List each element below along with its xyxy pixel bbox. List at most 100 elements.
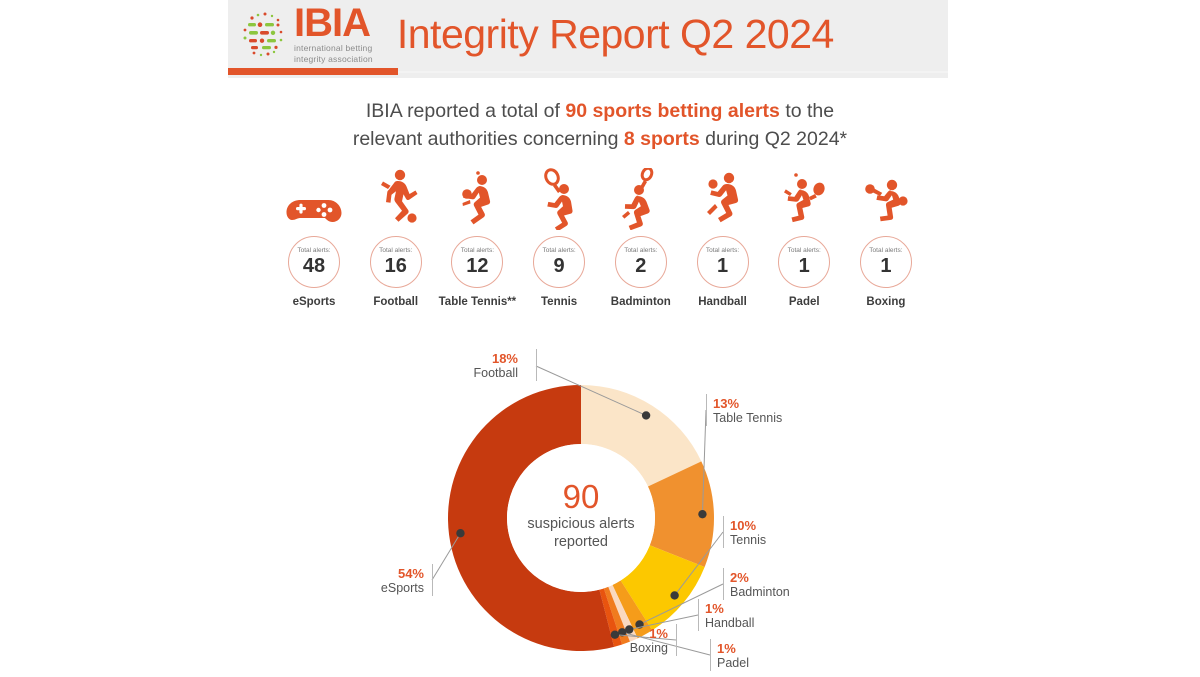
sport-label: Football xyxy=(373,296,419,308)
callout-table-tennis: 13% Table Tennis xyxy=(713,396,833,426)
alert-number: 12 xyxy=(466,255,489,278)
callout-percent: 10% xyxy=(730,518,757,533)
callout-tick xyxy=(706,394,707,426)
sport-item-football: Total alerts: 16 Football xyxy=(357,168,435,323)
sport-label: Badminton xyxy=(610,296,671,308)
subtitle-l1-highlight: 90 sports betting alerts xyxy=(565,100,780,122)
leader-dot xyxy=(625,625,634,634)
alert-count-badge: Total alerts: 1 xyxy=(778,236,831,288)
logo-tagline-line1: international betting xyxy=(294,42,373,53)
leader-line xyxy=(701,409,707,515)
alert-number: 9 xyxy=(553,255,565,278)
leader-dot xyxy=(617,628,627,637)
callout-percent: 1% xyxy=(649,626,668,641)
callout-badminton: 2% Badminton xyxy=(730,570,840,600)
sport-item-padel: Total alerts: 1 Padel xyxy=(765,168,843,323)
sport-label: Boxing xyxy=(866,296,906,308)
alert-caption: Total alerts: xyxy=(705,246,740,254)
subtitle-l2-highlight: 8 sports xyxy=(623,127,700,150)
sport-item-esports: Total alerts: 48 eSports xyxy=(275,168,353,323)
callout-percent: 54% xyxy=(397,566,424,581)
callout-padel: 1% Padel xyxy=(717,641,807,671)
sport-label: Table Tennis** xyxy=(438,296,517,308)
padel-player-icon xyxy=(776,168,832,230)
callout-tick xyxy=(723,568,724,600)
leader-line xyxy=(639,583,724,625)
leader-dot xyxy=(610,630,620,639)
callout-name: Football xyxy=(473,366,518,381)
callout-tennis: 10% Tennis xyxy=(730,518,830,548)
alert-count-badge: Total alerts: 48 xyxy=(288,236,340,288)
handball-player-icon xyxy=(695,168,751,230)
subtitle-line-2: relevant authorities concerning 8 sports… xyxy=(0,126,1200,154)
callout-name: eSports xyxy=(380,581,424,596)
header-band: IBIA international betting integrity ass… xyxy=(228,0,948,78)
leader-dot xyxy=(641,411,651,420)
logo-text: IBIA international betting integrity ass… xyxy=(294,3,373,64)
football-player-icon xyxy=(368,168,424,230)
leader-line xyxy=(674,531,724,596)
callout-percent: 1% xyxy=(705,601,724,616)
header-content: IBIA international betting integrity ass… xyxy=(228,0,948,68)
sport-item-tennis: Total alerts: 9 Tennis xyxy=(520,168,598,323)
callout-percent: 18% xyxy=(491,351,518,366)
callout-tick xyxy=(536,349,537,381)
donut-slice-esports xyxy=(448,385,615,651)
report-title: Integrity Report Q2 2024 xyxy=(396,10,834,57)
callout-handball: 1% Handball xyxy=(705,601,805,631)
sport-item-table-tennis: Total alerts: 12 Table Tennis** xyxy=(438,168,516,323)
donut-center-number: 90 xyxy=(563,478,600,515)
callout-tick xyxy=(676,624,677,656)
badminton-player-icon xyxy=(613,168,669,230)
sport-label: Padel xyxy=(788,296,820,308)
callout-football: 18% Football xyxy=(418,351,518,381)
alert-count-badge: Total alerts: 12 xyxy=(451,236,504,288)
donut-center-line1: suspicious alerts xyxy=(527,516,634,532)
donut-center-line2: reported xyxy=(554,534,608,550)
donut-chart: 90 suspicious alerts reported 18% Footba… xyxy=(0,336,1200,677)
header-accent-rule xyxy=(228,68,398,75)
alert-number: 1 xyxy=(798,255,810,278)
callout-esports: 54% eSports xyxy=(338,566,424,596)
alert-count-badge: Total alerts: 2 xyxy=(614,236,667,288)
tennis-player-icon xyxy=(531,168,587,230)
callout-name: Padel xyxy=(717,656,749,671)
alert-count-badge: Total alerts: 16 xyxy=(369,236,422,288)
alert-number: 1 xyxy=(880,255,892,278)
alert-caption: Total alerts: xyxy=(869,246,903,254)
donut-hole xyxy=(507,444,655,592)
alert-count-badge: Total alerts: 1 xyxy=(859,236,912,288)
donut-leader-lines xyxy=(431,365,724,656)
logo-tagline-line2: integrity association xyxy=(294,53,373,64)
donut-slice-tennis xyxy=(620,545,705,631)
subtitle-l2-post: during Q2 2024* xyxy=(699,127,848,150)
callout-tick xyxy=(710,639,711,671)
alert-caption: Total alerts: xyxy=(460,246,495,254)
callout-name: Handball xyxy=(705,616,755,631)
callout-percent: 2% xyxy=(730,570,749,585)
subtitle-l1-pre: IBIA reported a total of xyxy=(365,100,566,122)
donut-slice-football xyxy=(581,385,702,487)
leader-line xyxy=(535,365,647,416)
logo-tagline: international betting integrity associat… xyxy=(294,43,373,64)
callout-tick xyxy=(432,564,433,596)
callout-percent: 1% xyxy=(717,641,736,656)
alert-count-badge: Total alerts: 9 xyxy=(533,236,586,288)
subtitle: IBIA reported a total of 90 sports betti… xyxy=(0,98,1200,153)
subtitle-l1-post: to the xyxy=(779,100,835,122)
sport-label: Tennis xyxy=(541,296,578,308)
alert-caption: Total alerts: xyxy=(624,246,658,254)
leader-line xyxy=(614,634,677,641)
alert-number: 2 xyxy=(635,255,647,278)
table-tennis-player-icon xyxy=(449,168,505,230)
callout-tick xyxy=(723,516,724,548)
callout-boxing: 1% Boxing xyxy=(600,626,668,656)
alert-caption: Total alerts: xyxy=(542,246,576,254)
callout-name: Boxing xyxy=(629,641,668,656)
ibia-logo: IBIA international betting integrity ass… xyxy=(228,3,373,64)
callout-name: Tennis xyxy=(730,533,767,548)
alert-caption: Total alerts: xyxy=(787,246,821,254)
sport-item-boxing: Total alerts: 1 Boxing xyxy=(847,168,925,323)
alert-number: 16 xyxy=(384,255,407,278)
subtitle-l2-pre: relevant authorities concerning xyxy=(352,127,624,150)
